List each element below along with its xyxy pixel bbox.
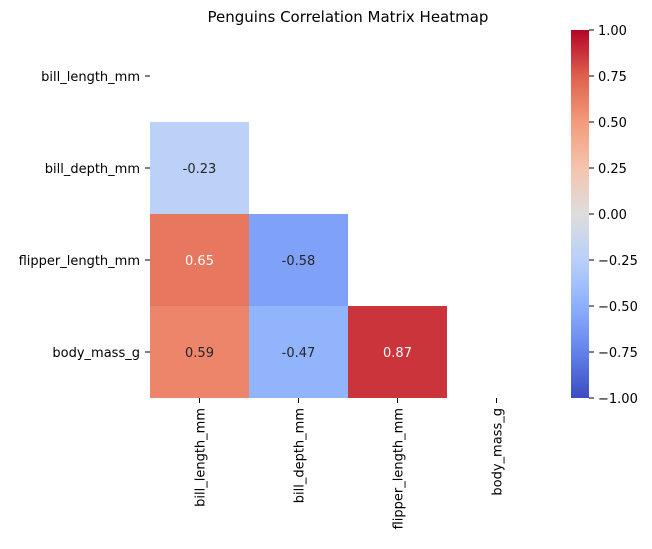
colorbar-tick-label: −1.00 [598, 392, 638, 407]
row-label: flipper_length_mm [19, 254, 140, 269]
colorbar-tick-label: −0.75 [598, 346, 638, 361]
column-label: bill_depth_mm [293, 408, 308, 503]
column-label: flipper_length_mm [392, 408, 407, 529]
cell-value-label: 0.65 [185, 254, 214, 269]
row-labels: bill_length_mm bill_depth_mm flipper_lengt… [19, 70, 150, 361]
heatmap-cell [249, 214, 348, 306]
heatmap-cell [150, 214, 249, 306]
cell-value-label: -0.58 [282, 254, 316, 269]
row-label: body_mass_g [52, 346, 140, 361]
colorbar-tick-label: 0.75 [598, 70, 627, 85]
colorbar-tick-label: −0.50 [598, 300, 638, 315]
heatmap-cells: -0.23 0.65 -0.58 0.59 -0.47 0.87 [150, 122, 447, 398]
chart-title: Penguins Correlation Matrix Heatmap [208, 8, 489, 26]
cell-value-label: 0.87 [383, 346, 412, 361]
colorbar-tick-label: 0.00 [598, 208, 627, 223]
heatmap-cell [150, 306, 249, 398]
column-label: body_mass_g [491, 408, 506, 496]
colorbar-tick-label: 0.50 [598, 116, 627, 131]
colorbar-ticks: 1.00 0.75 0.50 0.25 0.00 −0.25 −0.50 −0.75 −1.00 [589, 24, 638, 407]
colorbar [571, 30, 589, 398]
cell-value-label: -0.23 [183, 162, 217, 177]
row-label: bill_depth_mm [45, 162, 140, 177]
column-label: bill_length_mm [194, 408, 209, 507]
colorbar-tick-label: 1.00 [598, 24, 627, 39]
heatmap-cell [348, 306, 447, 398]
cell-value-label: -0.47 [282, 346, 316, 361]
colorbar-tick-label: 0.25 [598, 162, 627, 177]
heatmap-cell [249, 306, 348, 398]
row-label: bill_length_mm [41, 70, 140, 85]
colorbar-tick-label: −0.25 [598, 254, 638, 269]
heatmap-cell [150, 122, 249, 214]
cell-value-label: 0.59 [185, 346, 214, 361]
column-labels: bill_length_mm bill_depth_mm flipper_lengt… [194, 398, 506, 529]
